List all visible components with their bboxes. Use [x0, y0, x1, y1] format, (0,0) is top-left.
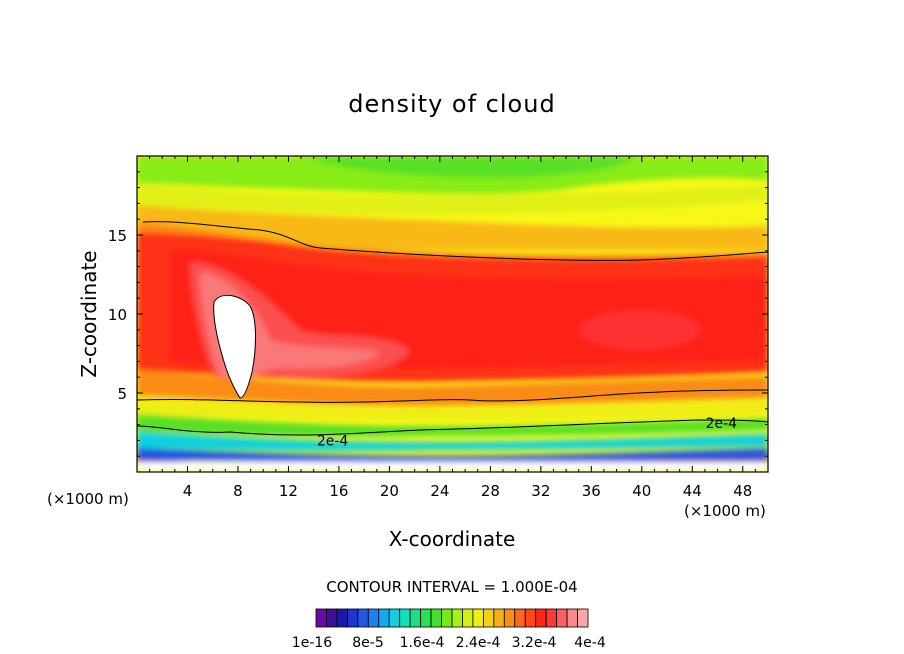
- x-tick-label: 36: [582, 482, 601, 500]
- x-tick-label: 28: [481, 482, 500, 500]
- contour-label: 2e-4: [317, 433, 349, 449]
- y-axis-label: Z-coordinate: [77, 250, 101, 377]
- x-tick-label: 44: [683, 482, 702, 500]
- field-band-lower-blue: [137, 448, 768, 462]
- contour-labels: 2e-4 2e-4: [317, 416, 737, 449]
- colorbar-swatch: [566, 608, 578, 628]
- x-tick-label: 16: [329, 482, 348, 500]
- x-axis-ticks: 4 8 12 16 20 24 28 32 36 40 44 48: [149, 156, 756, 500]
- field-band-upper-yellow: [137, 183, 768, 214]
- contour-label: 2e-4: [706, 416, 738, 432]
- field-max-core: [213, 294, 256, 399]
- contour-upper: [142, 221, 768, 261]
- x-tick-label: 20: [380, 482, 399, 500]
- colorbar: [315, 608, 589, 628]
- colorbar-tick-label: 1e-16: [292, 635, 332, 651]
- y-tick-label: 5: [117, 385, 127, 403]
- colorbar-swatch: [441, 608, 453, 628]
- x-axis-label: X-coordinate: [389, 527, 516, 551]
- colorbar-swatch: [493, 608, 505, 628]
- colorbar-swatch: [472, 608, 484, 628]
- x-axis-unit-left: (×1000 m): [47, 490, 129, 508]
- x-tick-label: 4: [183, 482, 193, 500]
- y-axis-ticks: 5 10 15: [108, 171, 768, 457]
- colorbar-tick-label: 4e-4: [574, 635, 606, 651]
- colorbar-swatch: [409, 608, 422, 628]
- contour-lower: [137, 419, 768, 436]
- colorbar-swatch: [388, 608, 401, 628]
- colorbar-tick-labels: 1e-16 8e-5 1.6e-4 2.4e-4 3.2e-4 4e-4: [292, 635, 606, 651]
- contour-upper-lower-edge: [137, 389, 768, 403]
- field-band-upper-orange: [137, 205, 768, 250]
- colorbar-swatch: [577, 608, 589, 628]
- field-band-bottom-edge: [137, 462, 768, 472]
- colorbar-swatch: [451, 608, 463, 628]
- x-tick-label: 32: [531, 482, 550, 500]
- y-tick-label: 15: [108, 227, 127, 245]
- colorbar-swatch: [556, 608, 568, 628]
- colorbar-swatch: [399, 608, 411, 628]
- colorbar-tick-label: 3.2e-4: [512, 635, 557, 651]
- colorbar-swatch: [315, 608, 327, 628]
- colorbar-swatch: [336, 608, 348, 628]
- colorbar-swatch: [326, 608, 338, 628]
- colorbar-swatch: [420, 608, 432, 628]
- field-band-lower-orange: [137, 370, 768, 406]
- colorbar-tick-label: 8e-5: [352, 635, 383, 651]
- colorbar-swatch: [367, 608, 380, 628]
- x-tick-label: 8: [233, 482, 243, 500]
- colorbar-swatch: [430, 608, 442, 628]
- x-tick-label: 48: [733, 482, 752, 500]
- contour-interval-text: CONTOUR INTERVAL = 1.000E-04: [326, 578, 577, 596]
- colorbar-swatch: [524, 608, 537, 628]
- chart-title: density of cloud: [348, 90, 555, 118]
- colorbar-swatch: [346, 608, 359, 628]
- field-band-lower-cyan: [137, 432, 768, 451]
- colorbar-swatch: [378, 608, 390, 628]
- x-tick-label: 24: [430, 482, 449, 500]
- colorbar-swatch: [503, 608, 516, 628]
- x-tick-label: 40: [632, 482, 651, 500]
- density-field: [137, 156, 768, 472]
- colorbar-swatch: [535, 608, 547, 628]
- field-cell-right: [580, 310, 700, 350]
- x-tick-label: 12: [279, 482, 298, 500]
- field-band-top-green-core: [300, 156, 640, 178]
- x-axis-unit-right: (×1000 m): [684, 502, 766, 520]
- y-tick-label: 10: [108, 306, 127, 324]
- colorbar-tick-label: 2.4e-4: [456, 635, 501, 651]
- colorbar-swatch: [514, 608, 526, 628]
- colorbar-tick-label: 1.6e-4: [400, 635, 445, 651]
- colorbar-swatch: [357, 608, 369, 628]
- field-band-lower-green: [137, 414, 768, 437]
- colorbar-swatch: [482, 608, 495, 628]
- field-band-lower-yellow: [137, 396, 768, 420]
- colorbar-swatch: [462, 608, 474, 628]
- colorbar-swatch: [545, 608, 558, 628]
